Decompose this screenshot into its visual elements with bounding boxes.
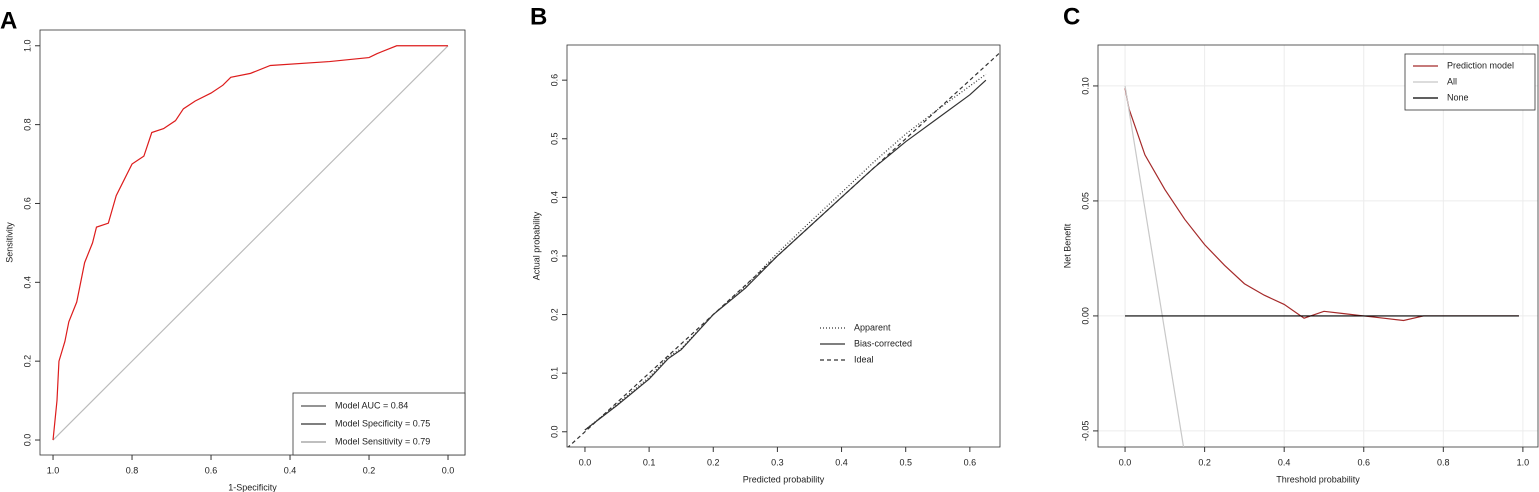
plot-frame bbox=[1097, 44, 1539, 448]
y-tick-label: 0.2 bbox=[22, 355, 32, 368]
panel-label: B bbox=[530, 3, 547, 30]
y-tick-label: 0.2 bbox=[549, 308, 559, 321]
series-line bbox=[1124, 85, 1185, 447]
y-tick-label: 0.6 bbox=[22, 197, 32, 210]
legend-label: Model AUC = 0.84 bbox=[335, 400, 408, 410]
x-axis-title: 1-Specificity bbox=[228, 482, 277, 492]
x-tick-label: 0.3 bbox=[771, 457, 784, 467]
x-tick-label: 1.0 bbox=[47, 465, 60, 475]
x-axis-title: Predicted probability bbox=[743, 474, 825, 484]
x-tick-label: 0.6 bbox=[1357, 457, 1370, 467]
y-tick-label: 1.0 bbox=[22, 40, 32, 53]
legend-label: None bbox=[1447, 92, 1469, 102]
y-tick-label: 0.5 bbox=[549, 133, 559, 146]
legend-label: All bbox=[1447, 76, 1457, 86]
legend-label: Prediction model bbox=[1447, 60, 1514, 70]
panel-label: C bbox=[1063, 3, 1080, 30]
x-tick-label: 0.2 bbox=[1198, 457, 1211, 467]
x-axis-title: Threshold probability bbox=[1276, 474, 1360, 484]
series-line bbox=[584, 79, 987, 431]
series-line bbox=[52, 45, 449, 441]
y-tick-label: 0.10 bbox=[1080, 77, 1090, 95]
x-tick-label: 0.1 bbox=[643, 457, 656, 467]
y-axis-title: Actual probability bbox=[531, 211, 541, 280]
plot-frame bbox=[566, 44, 1001, 448]
legend-label: Apparent bbox=[854, 322, 891, 332]
x-tick-label: 0.4 bbox=[1278, 457, 1291, 467]
legend-label: Ideal bbox=[854, 354, 874, 364]
panel-label: A bbox=[0, 7, 17, 34]
x-tick-label: 0.6 bbox=[205, 465, 218, 475]
x-tick-label: 0.2 bbox=[707, 457, 720, 467]
legend-label: Model Sensitivity = 0.79 bbox=[335, 436, 430, 446]
x-tick-label: 0.0 bbox=[442, 465, 455, 475]
series-line bbox=[52, 45, 449, 441]
legend-label: Model Specificity = 0.75 bbox=[335, 418, 430, 428]
series-line bbox=[1124, 88, 1519, 322]
y-tick-label: 0.1 bbox=[549, 367, 559, 380]
x-tick-label: 0.8 bbox=[126, 465, 139, 475]
x-tick-label: 0.8 bbox=[1437, 457, 1450, 467]
x-tick-label: 0.4 bbox=[835, 457, 848, 467]
legend-label: Bias-corrected bbox=[854, 338, 912, 348]
y-tick-label: 0.0 bbox=[22, 434, 32, 447]
x-tick-label: 0.2 bbox=[363, 465, 376, 475]
y-tick-label: 0.3 bbox=[549, 250, 559, 263]
y-tick-label: 0.8 bbox=[22, 118, 32, 131]
y-axis-title: Net Benefit bbox=[1062, 223, 1072, 268]
y-tick-label: 0.4 bbox=[22, 276, 32, 289]
x-tick-label: 0.5 bbox=[899, 457, 912, 467]
y-tick-label: -0.05 bbox=[1080, 421, 1090, 442]
x-tick-label: 0.4 bbox=[284, 465, 297, 475]
x-tick-label: 0.0 bbox=[1119, 457, 1132, 467]
y-axis-title: Sensitivity bbox=[4, 222, 14, 263]
y-tick-label: 0.0 bbox=[549, 426, 559, 439]
plot-frame bbox=[39, 29, 466, 456]
y-tick-label: 0.05 bbox=[1080, 192, 1090, 210]
x-tick-label: 0.6 bbox=[964, 457, 977, 467]
y-tick-label: 0.00 bbox=[1080, 307, 1090, 325]
y-tick-label: 0.6 bbox=[549, 74, 559, 87]
y-tick-label: 0.4 bbox=[549, 191, 559, 204]
x-tick-label: 1.0 bbox=[1517, 457, 1530, 467]
x-tick-label: 0.0 bbox=[579, 457, 592, 467]
